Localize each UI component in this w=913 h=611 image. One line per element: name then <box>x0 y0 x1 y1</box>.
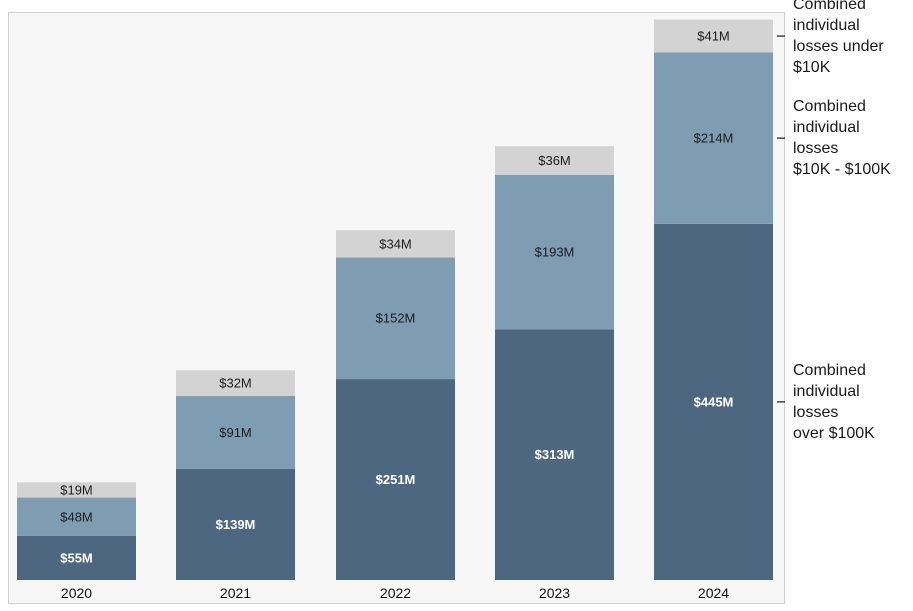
legend-text-1-3: losses under <box>793 38 884 55</box>
legend-text-2-2: individual <box>793 119 860 136</box>
bar-segment-2021-2 <box>176 395 295 469</box>
bar-segment-2022-2 <box>336 257 455 380</box>
x-tick-label-2020: 2020 <box>61 585 92 601</box>
bar-segment-2022-3 <box>336 230 455 258</box>
legend-text-3-4: over $100K <box>793 425 875 442</box>
legend-text-2-4: $10K - $100K <box>793 161 891 178</box>
data-label-2022-2: $152M <box>376 311 416 326</box>
bar-segment-2023-2 <box>495 174 614 330</box>
data-label-2023-1: $313M <box>535 447 575 462</box>
legend-text-1-4: $10K <box>793 59 831 76</box>
data-label-2022-3: $34M <box>379 236 412 251</box>
bar-segment-2024-2 <box>654 52 773 224</box>
bar-segment-2024-3 <box>654 19 773 53</box>
data-label-2023-2: $193M <box>535 245 575 260</box>
legend-text-1-2: individual <box>793 17 860 34</box>
bar-segment-2020-2 <box>17 497 136 536</box>
legend-text-2-3: losses <box>793 140 838 157</box>
data-label-2023-3: $36M <box>538 153 571 168</box>
bar-segment-2020-1 <box>17 535 136 580</box>
data-label-2021-3: $32M <box>219 376 252 391</box>
x-tick-label-2024: 2024 <box>698 585 729 601</box>
bar-segment-2023-3 <box>495 146 614 175</box>
legend-text-3-2: individual <box>793 383 860 400</box>
bar-segment-2021-1 <box>176 468 295 580</box>
bar-segment-2020-3 <box>17 482 136 498</box>
data-label-2024-2: $214M <box>694 131 734 146</box>
data-label-2024-1: $445M <box>694 394 734 409</box>
legend-text-2-1: Combined <box>793 98 866 115</box>
data-label-2020-3: $19M <box>60 482 93 497</box>
data-label-2021-2: $91M <box>219 425 252 440</box>
bar-segment-2022-1 <box>336 379 455 580</box>
legend-text-3-1: Combined <box>793 362 866 379</box>
x-tick-label-2023: 2023 <box>539 585 570 601</box>
legend-text-3-3: losses <box>793 404 838 421</box>
bar-segment-2024-1 <box>654 223 773 580</box>
x-tick-label-2021: 2021 <box>220 585 251 601</box>
data-label-2024-3: $41M <box>697 29 730 44</box>
data-label-2020-1: $55M <box>60 550 93 565</box>
data-label-2020-2: $48M <box>60 509 93 524</box>
x-tick-label-2022: 2022 <box>380 585 411 601</box>
bar-segment-2023-1 <box>495 329 614 580</box>
bar-segment-2021-3 <box>176 370 295 396</box>
data-label-2021-1: $139M <box>216 517 256 532</box>
data-label-2022-1: $251M <box>376 472 416 487</box>
legend-text-1-1: Combined <box>793 0 866 13</box>
